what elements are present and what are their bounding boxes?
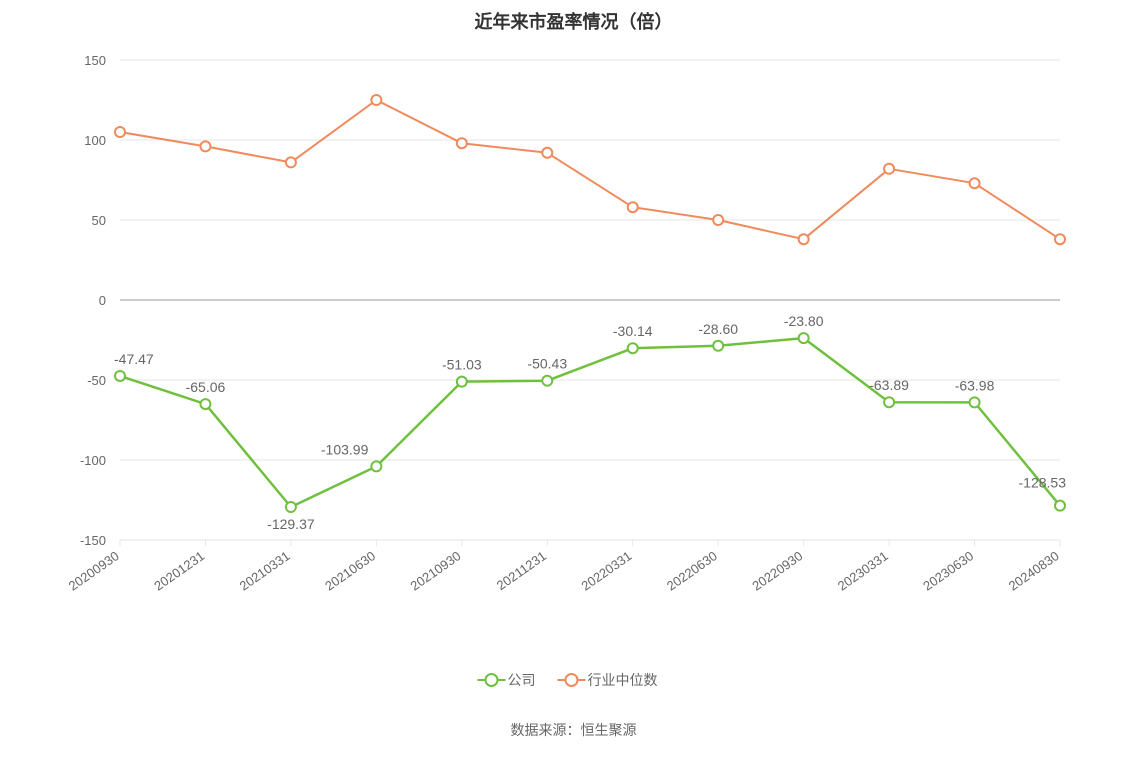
x-tick-label: 20220930 (749, 548, 805, 593)
data-label: -129.37 (267, 516, 315, 532)
series-marker-1 (371, 95, 381, 105)
y-tick-label: 50 (92, 213, 106, 228)
y-tick-label: 0 (99, 293, 106, 308)
series-marker-0 (1055, 501, 1065, 511)
data-label: -28.60 (698, 321, 738, 337)
y-tick-label: 150 (84, 53, 106, 68)
svg-text:20201231: 20201231 (151, 548, 207, 593)
x-tick-label: 20230331 (835, 548, 891, 593)
data-label: -23.80 (784, 313, 824, 329)
data-label: -63.89 (869, 377, 909, 393)
series-marker-0 (200, 399, 210, 409)
series-marker-1 (200, 141, 210, 151)
svg-text:20200930: 20200930 (66, 548, 122, 593)
series-marker-1 (884, 164, 894, 174)
legend-item[interactable]: 行业中位数 (558, 672, 658, 688)
data-label: -50.43 (527, 356, 567, 372)
data-label: -51.03 (442, 357, 482, 373)
x-tick-label: 20200930 (66, 548, 122, 593)
series-marker-0 (457, 377, 467, 387)
series-line-0 (120, 338, 1060, 507)
svg-text:20210331: 20210331 (237, 548, 293, 593)
svg-text:20230331: 20230331 (835, 548, 891, 593)
series-marker-0 (115, 371, 125, 381)
svg-text:20220930: 20220930 (749, 548, 805, 593)
legend-label: 行业中位数 (588, 672, 658, 688)
svg-text:20220630: 20220630 (664, 548, 720, 593)
x-tick-label: 20220630 (664, 548, 720, 593)
series-marker-1 (628, 202, 638, 212)
y-tick-label: -50 (87, 373, 106, 388)
series-marker-1 (1055, 234, 1065, 244)
x-tick-label: 20201231 (151, 548, 207, 593)
x-tick-label: 20211231 (494, 548, 549, 593)
series-marker-1 (457, 138, 467, 148)
data-label: -30.14 (613, 323, 653, 339)
series-marker-0 (286, 502, 296, 512)
series-marker-0 (799, 333, 809, 343)
x-tick-label: 20220331 (578, 548, 634, 593)
series-marker-0 (542, 376, 552, 386)
data-source-label: 数据来源：恒生聚源 (511, 722, 637, 738)
x-tick-label: 20240830 (1006, 548, 1062, 593)
series-marker-0 (970, 397, 980, 407)
y-tick-label: 100 (84, 133, 106, 148)
legend-marker-icon (566, 674, 578, 686)
chart-svg: 近年来市盈率情况（倍） -150 -100 -50 0 50 100 150 20200930 2… (0, 0, 1147, 776)
data-label: -47.47 (114, 351, 154, 367)
svg-text:20210630: 20210630 (322, 548, 378, 593)
svg-text:20210930: 20210930 (408, 548, 464, 593)
chart-title: 近年来市盈率情况（倍） (475, 11, 673, 32)
data-label: -65.06 (186, 379, 226, 395)
series-marker-1 (799, 234, 809, 244)
data-label: -103.99 (321, 441, 369, 457)
data-label: -63.98 (955, 377, 995, 393)
x-tick-label: 20210331 (237, 548, 293, 593)
legend-marker-icon (486, 674, 498, 686)
svg-text:20240830: 20240830 (1006, 548, 1062, 593)
x-tick-label: 20230630 (920, 548, 976, 593)
pe-ratio-chart: 近年来市盈率情况（倍） -150 -100 -50 0 50 100 150 20200930 2… (0, 0, 1147, 776)
svg-text:20230630: 20230630 (920, 548, 976, 593)
x-tick-label: 20210930 (408, 548, 464, 593)
y-tick-label: -150 (80, 533, 106, 548)
series-marker-1 (970, 178, 980, 188)
series-marker-1 (542, 148, 552, 158)
series-marker-0 (713, 341, 723, 351)
series-marker-0 (884, 397, 894, 407)
series-marker-1 (286, 157, 296, 167)
series-line-1 (120, 100, 1060, 239)
series-marker-1 (115, 127, 125, 137)
data-label: -128.53 (1019, 475, 1067, 491)
y-tick-label: -100 (80, 453, 106, 468)
series-marker-1 (713, 215, 723, 225)
svg-text:20220331: 20220331 (578, 548, 634, 593)
series-marker-0 (628, 343, 638, 353)
x-tick-label: 20210630 (322, 548, 378, 593)
svg-text:20211231: 20211231 (494, 548, 549, 593)
legend-item[interactable]: 公司 (478, 672, 536, 688)
series-marker-0 (371, 461, 381, 471)
legend-label: 公司 (508, 672, 536, 688)
